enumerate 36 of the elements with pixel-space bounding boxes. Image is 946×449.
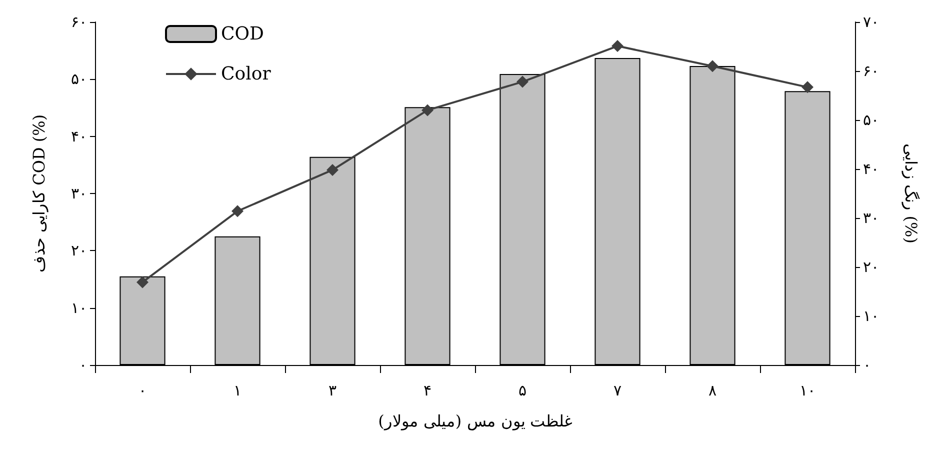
y-tick-label: ۲۰ [71, 242, 87, 260]
point [706, 60, 718, 72]
y2-tick-label: ۰ [863, 356, 871, 374]
y2-tick-label: ۴۰ [863, 160, 879, 178]
x-axis-title: غلظت یون مس (میلی مولار) [378, 412, 572, 430]
y2-tick-label: ۲۰ [863, 258, 879, 276]
y2-axis-title: رنگ زدایی (%) [902, 144, 920, 244]
point [612, 40, 624, 52]
y-tick-label: ۳۰ [71, 184, 87, 202]
x-tick-label: ۳ [328, 382, 336, 400]
y2-tick-label: ۷۰ [863, 13, 879, 31]
point [326, 164, 338, 176]
y-tick-label: ۰ [79, 356, 87, 374]
legend-label: Color [221, 64, 272, 84]
point [136, 276, 148, 288]
point [802, 81, 814, 94]
point [232, 205, 244, 218]
x-tick-label: ۵ [518, 382, 526, 400]
point [422, 104, 434, 116]
x-tick-label: ۸ [708, 382, 716, 400]
legend-label: COD [221, 24, 264, 44]
y2-tick-label: ۳۰ [863, 209, 879, 227]
y2-tick-label: ۵۰ [863, 111, 879, 129]
x-tick-label: ۴ [424, 382, 432, 400]
y-tick-label: ۴۰ [71, 127, 87, 146]
x-tick-label: ۱۰ [800, 382, 816, 400]
x-tick-label: ۰ [138, 382, 146, 400]
point [516, 76, 528, 88]
y-axis-title: کارایی حذف COD (%) [30, 114, 48, 273]
y-tick-label: ۶۰ [71, 13, 87, 31]
x-tick-label: ۷ [614, 382, 622, 400]
y2-tick-label: ۱۰ [863, 307, 879, 325]
y2-tick-label: ۶۰ [863, 62, 879, 80]
y-tick-label: ۱۰ [71, 298, 87, 317]
x-tick-label: ۱ [234, 382, 242, 400]
y-tick-label: ۵۰ [71, 70, 87, 88]
